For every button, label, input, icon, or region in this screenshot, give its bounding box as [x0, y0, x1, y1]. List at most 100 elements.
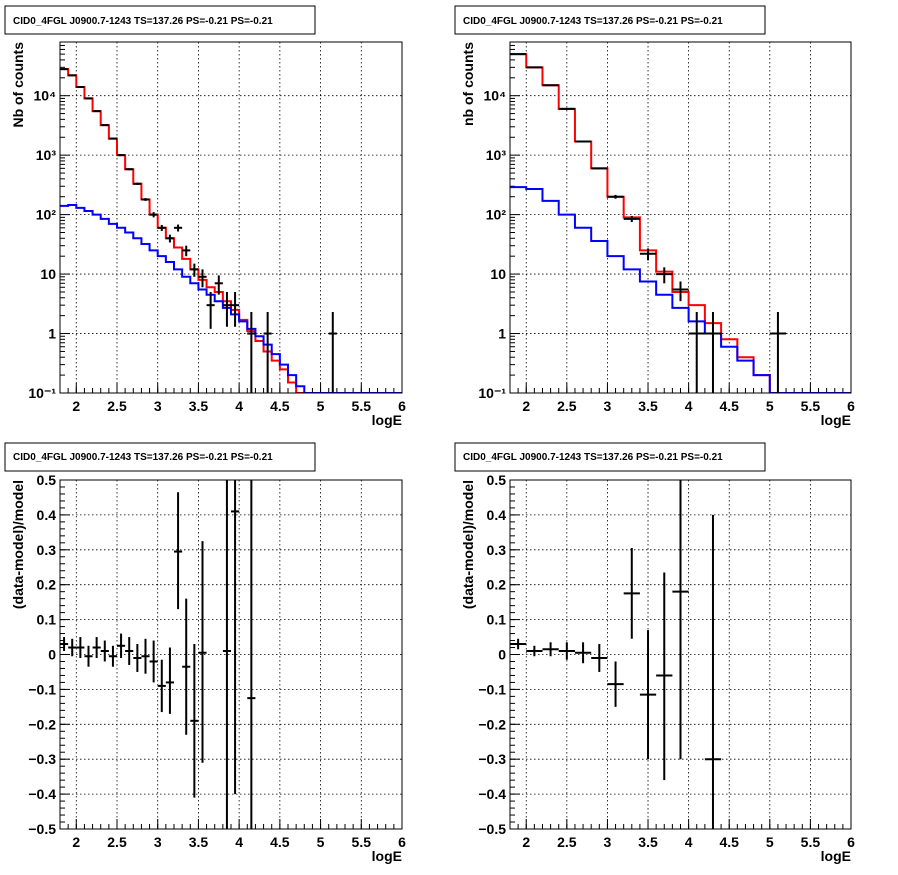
y-tick-label: −0.5: [28, 821, 56, 837]
residual-point: [174, 492, 183, 610]
residual-point: [157, 659, 166, 713]
y-tick-label: 0.2: [37, 577, 57, 593]
x-tick-label: 3.5: [638, 834, 658, 850]
residual-point: [92, 637, 101, 658]
residual-point: [60, 637, 69, 652]
data-point: [542, 84, 559, 87]
x-tick-label: 3: [154, 398, 162, 414]
plot-frame: [509, 479, 852, 830]
residual-point: [231, 480, 240, 795]
y-tick-label: 0.1: [37, 612, 57, 628]
data-point: [133, 182, 142, 185]
y-tick-label: 0.3: [487, 542, 507, 558]
residual-point: [704, 514, 722, 829]
y-tick-label: 0.5: [487, 472, 507, 488]
y-tick-label: 10: [40, 266, 56, 282]
y-tick-label: 0.3: [37, 542, 57, 558]
x-axis-label: logE: [372, 412, 402, 428]
chart-panel-3: CID0_4FGL J0900.7-1243 TS=137.26 PS=-0.2…: [4, 442, 406, 864]
x-tick-label: 2: [522, 834, 530, 850]
residual-point: [656, 572, 673, 781]
residual-point: [247, 480, 256, 829]
x-tick-label: 6: [398, 834, 406, 850]
x-tick-label: 2.5: [107, 834, 127, 850]
data-point: [214, 275, 223, 295]
x-tick-label: 2.5: [107, 398, 127, 414]
y-tick-label: 10²: [486, 207, 507, 223]
chart-panel-4: CID0_4FGL J0900.7-1243 TS=137.26 PS=-0.2…: [454, 442, 855, 864]
data-point: [656, 267, 673, 284]
x-tick-label: 4.5: [719, 398, 739, 414]
x-tick-label: 5: [766, 398, 774, 414]
y-tick-label: −0.5: [478, 821, 506, 837]
residual-point: [190, 644, 199, 798]
y-axis-label: Nb of counts: [10, 42, 26, 128]
data-point: [165, 234, 174, 243]
y-tick-label: 0.4: [37, 507, 57, 523]
x-tick-label: 4.5: [270, 398, 290, 414]
y-tick-label: −0.1: [28, 681, 56, 697]
residual-point: [607, 661, 624, 707]
data-point: [769, 312, 787, 393]
y-tick-label: 10⁻¹: [478, 385, 506, 401]
data-point: [84, 97, 93, 100]
residual-point: [623, 548, 640, 639]
x-tick-label: 5: [317, 834, 325, 850]
y-axis-label: (data-model)/model: [10, 480, 26, 609]
x-tick-label: 4: [235, 834, 243, 850]
x-tick-label: 3.5: [638, 398, 658, 414]
x-tick-label: 2.5: [557, 398, 577, 414]
y-tick-label: −0.2: [28, 716, 56, 732]
residual-point: [591, 644, 608, 672]
x-tick-label: 3.5: [189, 398, 209, 414]
chart-title: CID0_4FGL J0900.7-1243 TS=137.26 PS=-0.2…: [463, 16, 723, 27]
x-tick-label: 3: [604, 834, 612, 850]
x-tick-label: 6: [847, 398, 855, 414]
data-point: [574, 140, 592, 143]
x-tick-label: 4: [685, 834, 693, 850]
x-tick-label: 4.5: [270, 834, 290, 850]
data-point: [688, 312, 705, 393]
plot-frame: [59, 479, 403, 830]
x-tick-label: 5.5: [801, 834, 821, 850]
residual-point: [542, 642, 559, 657]
residual-point: [182, 598, 191, 735]
data-point: [222, 291, 231, 327]
residual-point: [76, 637, 85, 658]
y-tick-label: 10⁻¹: [28, 385, 56, 401]
data-point: [182, 245, 191, 257]
data-point: [174, 224, 183, 232]
data-point: [607, 194, 624, 199]
data-point: [558, 107, 575, 110]
data-point: [263, 312, 272, 393]
data-point: [92, 110, 101, 113]
residual-point: [100, 640, 109, 662]
y-tick-label: 0.4: [487, 507, 507, 523]
residual-point: [117, 633, 126, 658]
y-tick-label: 0.1: [487, 612, 507, 628]
y-tick-label: −0.4: [478, 786, 506, 802]
data-point: [149, 212, 158, 218]
residual-point: [165, 647, 174, 714]
plot-area: [510, 53, 851, 393]
data-point: [704, 312, 722, 393]
residual-point: [133, 644, 142, 672]
x-tick-label: 5.5: [801, 398, 821, 414]
plot-area: [60, 68, 402, 393]
y-tick-label: 10³: [36, 147, 57, 163]
x-tick-label: 5: [766, 834, 774, 850]
data-point: [108, 137, 117, 140]
x-tick-label: 4.5: [719, 834, 739, 850]
data-point: [623, 215, 640, 223]
histogram-series-1: [60, 68, 402, 393]
chart-title: CID0_4FGL J0900.7-1243 TS=137.26 PS=-0.2…: [13, 16, 273, 27]
data-point: [672, 281, 689, 302]
chart-panel-2: CID0_4FGL J0900.7-1243 TS=137.26 PS=-0.2…: [454, 5, 855, 428]
histogram-series-1: [510, 53, 851, 393]
y-tick-label: 0: [498, 647, 506, 663]
histogram-series-2: [60, 204, 402, 393]
residual-point: [510, 638, 527, 650]
data-point: [100, 124, 109, 127]
x-tick-label: 4: [685, 398, 693, 414]
data-point: [141, 198, 150, 201]
